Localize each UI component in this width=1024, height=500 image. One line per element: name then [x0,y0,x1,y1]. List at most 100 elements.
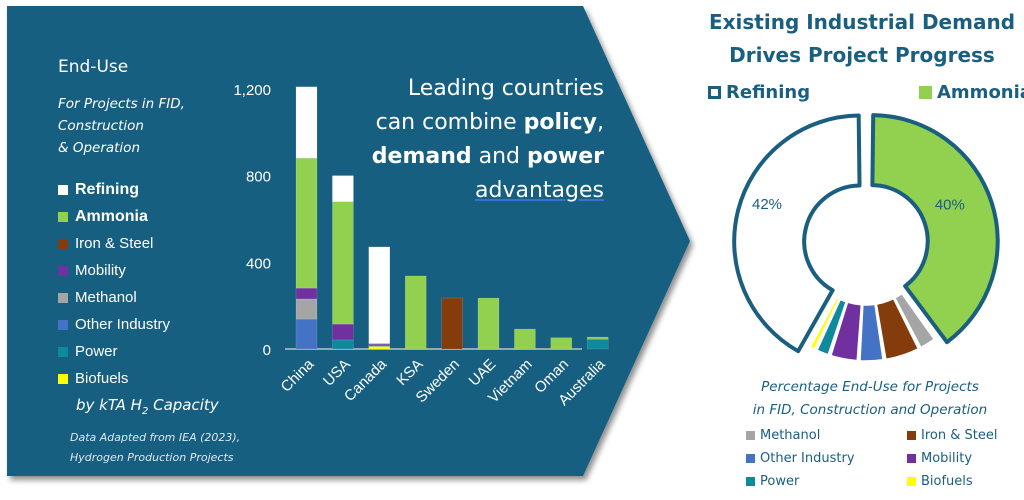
ammonia-swatch-icon [919,86,932,99]
donut-slice-refining [732,113,862,354]
legend-label: Power [75,343,118,360]
end-use-subtitle: For Projects in FID, Construction & Oper… [58,93,185,159]
other-industry-swatch-icon [58,319,68,330]
bar-segment-australia-power [586,339,609,350]
headline-line: demand and power [372,140,604,174]
donut-label-ammonia: 40% [935,197,965,214]
bar-segment-sweden-iron-steel [441,297,463,350]
subtitle-line: & Operation [58,140,141,156]
donut-legend-label: Mobility [921,450,973,466]
legend-item-power: Power [58,338,170,365]
donut-legend-label: Iron & Steel [921,427,998,443]
donut-chart: 40% 42% [732,113,1000,362]
bar-segment-china-mobility [295,287,318,300]
bar-segment-china-methanol [295,298,318,320]
bar-segment-china-refining [295,86,318,159]
ammonia-swatch-icon [58,211,68,222]
mobility-swatch-icon [58,265,68,276]
bar-segment-ksa-ammonia [404,275,427,350]
bar-legend: Refining Ammonia Iron & Steel Mobility Metha… [58,176,170,392]
source-note: Data Adapted from IEA (2023), Hydrogen P… [70,428,240,468]
legend-item-refining: Refining [58,176,170,203]
donut-legend-item-other-industry: Other Industry [746,447,855,469]
headline-advantages: advantages [475,178,604,203]
bar-segment-oman-ammonia [550,337,573,350]
donut-legend-label: Methanol [760,427,821,443]
legend-label: Methanol [75,289,137,306]
legend-item-mobility: Mobility [58,257,170,284]
right-title-line: Existing Industrial Demand [708,10,1016,34]
bar-segment-vietnam-ammonia [514,328,536,350]
donut-legend-label: Power [760,473,800,489]
legend-label: Ammonia [75,207,148,225]
bar-segment-usa-mobility [332,323,354,341]
legend-refining-label: Refining [726,82,811,103]
y-tick-label: 0 [263,342,271,359]
donut-legend-item-power: Power [746,470,799,492]
legend-item-ammonia: Ammonia [58,203,170,230]
bar-segment-china-ammonia [295,157,318,289]
subtitle-line: For Projects in FID, [58,96,185,112]
methanol-swatch-icon [746,430,755,440]
donut-slice-methanol [894,292,935,349]
refining-swatch-icon [58,184,68,195]
power-swatch-icon [746,476,755,486]
donut-label-refining: 42% [752,196,782,213]
headline-text-part: , [597,110,604,135]
bar-segment-usa-ammonia [332,201,354,325]
bar-segment-canada-biofuels [368,346,391,350]
headline-line: can combine policy, [372,106,604,140]
headline-line: Leading countries [407,76,604,101]
legend-item-other-industry: Other Industry [58,311,170,338]
donut-slice-biofuels [809,296,840,350]
donut-slice-iron-steel [875,297,920,361]
legend-item-methanol: Methanol [58,284,170,311]
headline-line: advantages [372,174,604,208]
mobility-swatch-icon [907,453,916,463]
subtitle-line: Construction [58,118,144,134]
headline-bold-demand: demand [371,144,472,169]
iron-steel-swatch-icon [907,430,916,440]
legend-label: Mobility [75,262,126,279]
headline-text: Leading countries can combine policy, de… [372,72,604,208]
bar-segment-usa-refining [332,175,354,202]
legend-refining: Refining [708,82,810,103]
bar-segment-canada-refining [368,246,391,344]
caption-line: Percentage End-Use for Projects [761,379,979,395]
headline-bold-policy: policy [523,110,597,135]
legend-label: Biofuels [75,370,129,387]
other-industry-swatch-icon [746,453,755,463]
bar-segment-australia-ammonia [586,336,609,340]
donut-caption: Percentage End-Use for Projects in FID, … [720,376,1020,422]
donut-slice-power [816,298,847,356]
donut-legend-label: Biofuels [921,473,973,489]
unit-post: Capacity [148,396,219,414]
bar-segment-usa-power [332,339,354,350]
donut-legend-label: Other Industry [760,450,855,466]
iron-steel-swatch-icon [58,238,68,249]
bar-segment-china-other-industry [295,318,318,350]
right-title-line: Drives Project Progress [729,43,995,67]
legend-ammonia: Ammonia [919,82,1024,103]
biofuels-swatch-icon [58,373,68,384]
right-title: Existing Industrial Demand Drives Projec… [700,6,1024,72]
legend-item-biofuels: Biofuels [58,365,170,392]
donut-slice-ammonia [870,113,1000,345]
methanol-swatch-icon [58,292,68,303]
y-tick-label: 1,200 [233,82,271,99]
caption-line: in FID, Construction and Operation [752,402,988,418]
donut-slice-mobility [830,301,863,362]
headline-bold-power: power [527,144,604,169]
donut-legend-item-mobility: Mobility [907,447,972,469]
y-tick-label: 800 [246,169,271,186]
y-tick-label: 400 [246,255,271,272]
unit-pre: by kTA H [76,396,142,414]
unit-label: by kTA H2 Capacity [76,396,219,417]
legend-item-iron-steel: Iron & Steel [58,230,170,257]
biofuels-swatch-icon [907,476,916,486]
bar-segment-canada-other-industry [368,344,391,347]
unit-subscript: 2 [141,406,149,417]
bar-segment-canada-mobility [368,343,391,345]
donut-slice-other-industry [859,303,884,362]
legend-label: Iron & Steel [75,235,154,252]
